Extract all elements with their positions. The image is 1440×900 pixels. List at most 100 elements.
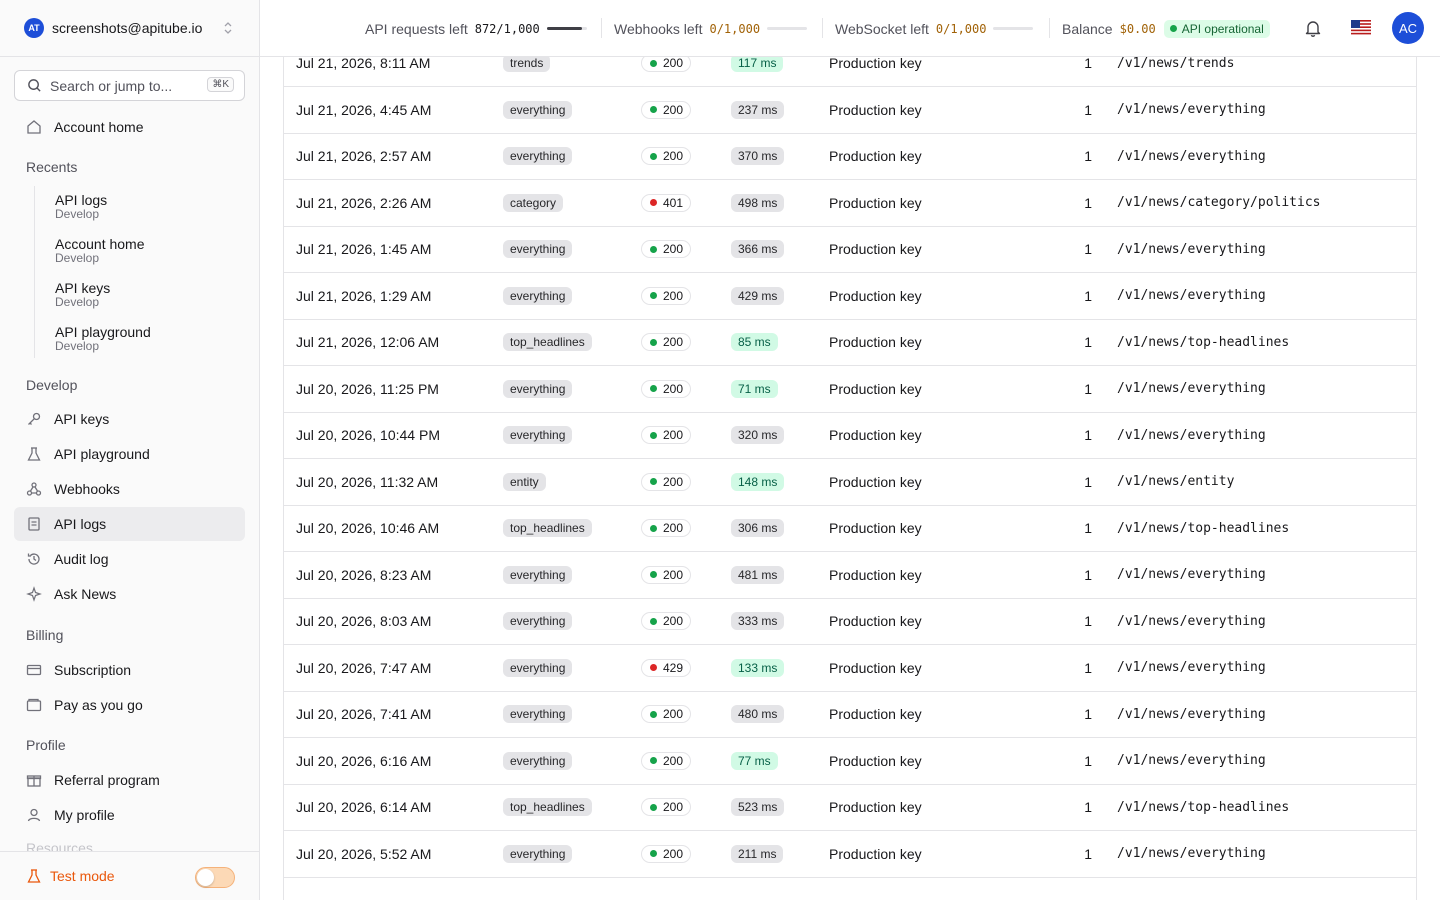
nav-ask-news[interactable]: Ask News [14,577,245,611]
table-row[interactable]: Jul 21, 2026, 8:11 AM trends 200 117 ms Prod… [284,57,1416,87]
table-row[interactable]: Jul 21, 2026, 1:29 AM everything 200 429 ms… [284,273,1416,320]
search-box[interactable]: ⌘K [14,70,245,101]
table-row[interactable]: Jul 21, 2026, 2:57 AM everything 200 370 ms… [284,134,1416,180]
endpoint-cell: entity [503,459,546,505]
table-row[interactable]: Jul 21, 2026, 4:45 AM everything 200 237 ms… [284,87,1416,134]
endpoint-badge: top_headlines [503,798,592,817]
request-path: /v1/news/entity [1117,474,1235,490]
table-row[interactable]: Jul 20, 2026, 6:14 AM top_headlines 200 523… [284,785,1416,831]
status-cell: 200 [641,785,692,831]
latency-badge: 237 ms [731,100,785,119]
webhooks-metric: Webhooks left 0/1,000 [614,0,808,57]
table-row[interactable]: Jul 21, 2026, 1:45 AM everything 200 366 ms… [284,227,1416,273]
us-flag-icon[interactable] [1351,20,1371,36]
table-row[interactable]: Jul 20, 2026, 5:52 AM everything 200 211 ms… [284,831,1416,878]
table-row[interactable]: Jul 20, 2026, 7:47 AM everything 429 133 ms… [284,645,1416,692]
table-row[interactable]: Jul 20, 2026, 8:23 AM everything 200 481 ms… [284,552,1416,599]
latency-cell: 523 ms [731,785,785,831]
status-code-badge: 200 [641,426,692,445]
status-code: 200 [663,149,684,164]
status-code-badge: 200 [641,147,692,166]
endpoint-cell: everything [503,738,573,784]
request-path: /v1/news/everything [1117,381,1266,397]
nav-label: Pay as you go [54,697,143,713]
request-cost: 1 [1084,194,1092,211]
nav-webhooks[interactable]: Webhooks [14,472,245,506]
status-code: 200 [663,614,684,629]
table-row[interactable]: Jul 20, 2026, 6:16 AM everything 200 77 ms P… [284,738,1416,785]
table-row[interactable]: Jul 20, 2026, 10:44 PM everything 200 320 m… [284,413,1416,459]
recent-item-api-keys[interactable]: API keys Develop [55,280,110,309]
log-date: Jul 21, 2026, 1:45 AM [296,241,432,258]
latency-badge: 71 ms [731,379,778,398]
table-row[interactable]: Jul 20, 2026, 11:25 PM everything 200 71 ms… [284,366,1416,413]
table-row[interactable]: Jul 20, 2026, 8:03 AM everything 200 333 ms… [284,599,1416,645]
test-mode-toggle[interactable] [195,867,235,888]
flask-icon [26,446,42,462]
bell-icon[interactable] [1303,18,1323,38]
nav-pay-as-you-go[interactable]: Pay as you go [14,688,245,722]
status-cell: 200 [641,57,692,86]
status-code: 200 [663,707,684,722]
api-requests-metric: API requests left 872/1,000 [365,0,587,57]
recent-item-account-home[interactable]: Account home Develop [55,236,145,265]
log-date: Jul 21, 2026, 4:45 AM [296,101,432,118]
recent-item-api-logs[interactable]: API logs Develop [55,192,107,221]
request-path: /v1/news/everything [1117,102,1266,118]
nav-my-profile[interactable]: My profile [14,798,245,832]
request-path: /v1/news/everything [1117,241,1266,257]
search-input[interactable] [50,77,210,94]
avatar[interactable]: AC [1392,12,1424,44]
test-mode-label: Test mode [50,868,115,884]
table-row[interactable]: Jul 21, 2026, 12:06 AM top_headlines 200 85… [284,320,1416,366]
request-cost: 1 [1084,799,1092,816]
status-code: 429 [663,660,684,675]
nav-referral-program[interactable]: Referral program [14,763,245,797]
endpoint-badge: trends [503,57,551,73]
endpoint-cell: everything [503,645,573,691]
api-key-name: Production key [829,334,922,351]
status-code-badge: 200 [641,100,692,119]
websocket-bar [993,27,1034,30]
api-status-badge[interactable]: API operational [1163,19,1270,38]
status-code: 200 [663,242,684,257]
nav-audit-log[interactable]: Audit log [14,542,245,576]
request-cost: 1 [1084,287,1092,304]
status-cell: 200 [641,506,692,552]
table-row[interactable]: Jul 21, 2026, 2:26 AM category 401 498 ms Pr… [284,180,1416,227]
recent-item-subtitle: Develop [55,295,100,309]
table-row[interactable]: Jul 20, 2026, 10:46 AM top_headlines 200 30… [284,506,1416,552]
status-dot [650,338,657,346]
table-row[interactable]: Jul 20, 2026, 7:41 AM everything 200 480 ms… [284,692,1416,738]
endpoint-badge: entity [503,472,546,491]
nav-label: Referral program [54,772,160,788]
endpoint-cell: everything [503,692,573,738]
account-switcher[interactable]: AT screenshots@apitube.io [0,0,259,57]
api-key-name: Production key [829,613,922,630]
latency-cell: 148 ms [731,459,785,505]
history-icon [26,551,42,567]
balance-label: Balance [1062,20,1113,37]
request-cost: 1 [1084,148,1092,165]
table-row[interactable]: Jul 20, 2026, 11:32 AM entity 200 148 ms Pro… [284,459,1416,506]
latency-cell: 480 ms [731,692,785,738]
status-cell: 200 [641,552,692,598]
recent-item-api-playground[interactable]: API playground Develop [55,324,151,353]
nav-api-keys[interactable]: API keys [14,402,245,436]
request-cost: 1 [1084,520,1092,537]
nav-api-logs[interactable]: API logs [14,507,245,541]
status-code: 200 [663,102,684,117]
latency-cell: 333 ms [731,599,785,645]
latency-badge: 77 ms [731,751,778,770]
nav-subscription[interactable]: Subscription [14,653,245,687]
request-path: /v1/news/everything [1117,567,1266,583]
nav-account-home[interactable]: Account home [14,110,245,144]
status-code-badge: 200 [641,751,692,770]
status-code: 200 [663,428,684,443]
request-path: /v1/news/top-headlines [1117,799,1290,815]
endpoint-badge: top_headlines [503,519,592,538]
log-date: Jul 20, 2026, 10:46 AM [296,520,440,537]
nav-api-playground[interactable]: API playground [14,437,245,471]
log-date: Jul 21, 2026, 8:11 AM [296,57,431,72]
status-dot [650,59,657,67]
